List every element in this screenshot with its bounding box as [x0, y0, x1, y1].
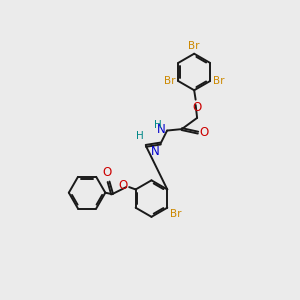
- Text: O: O: [103, 167, 112, 179]
- Text: Br: Br: [188, 41, 200, 51]
- Text: H: H: [154, 120, 162, 130]
- Text: O: O: [192, 101, 201, 114]
- Text: O: O: [200, 126, 209, 139]
- Text: N: N: [151, 145, 160, 158]
- Text: Br: Br: [164, 76, 176, 86]
- Text: Br: Br: [213, 76, 224, 86]
- Text: N: N: [157, 124, 166, 136]
- Text: O: O: [118, 179, 128, 192]
- Text: Br: Br: [170, 209, 182, 219]
- Text: H: H: [136, 131, 144, 142]
